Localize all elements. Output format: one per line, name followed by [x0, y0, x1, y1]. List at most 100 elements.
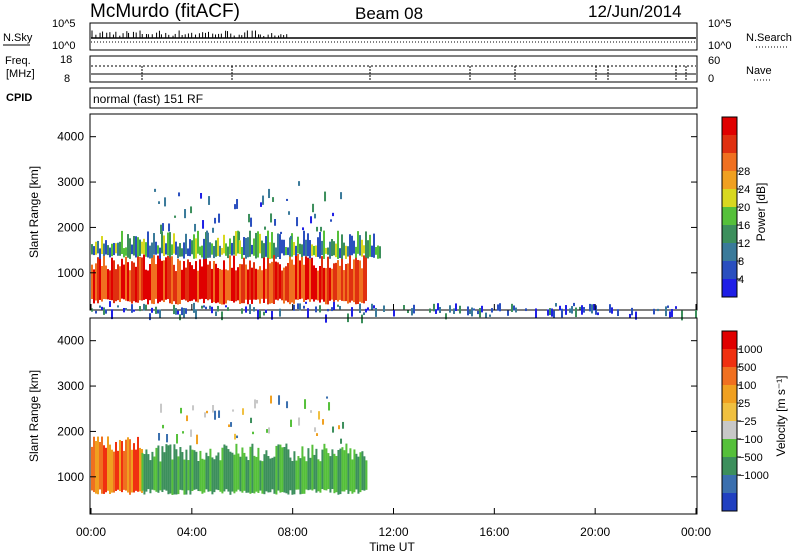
- data-cell: [469, 310, 471, 314]
- data-cell: [351, 307, 353, 317]
- data-cell: [317, 459, 320, 492]
- data-cell: [279, 234, 281, 259]
- data-cell: [237, 267, 239, 301]
- nave-tick-high: 60: [708, 55, 720, 67]
- power-y-axis: 1000 2000 3000 4000: [57, 130, 697, 280]
- data-cell: [155, 447, 158, 492]
- data-cell: [137, 253, 139, 303]
- data-cell: [273, 242, 275, 256]
- data-cell: [274, 219, 277, 226]
- data-cell: [189, 445, 192, 495]
- data-cell: [253, 307, 255, 312]
- data-cell: [367, 240, 369, 259]
- data-cell: [177, 246, 179, 259]
- data-cell: [233, 454, 236, 494]
- data-cell: [133, 309, 135, 312]
- data-cell: [209, 305, 211, 310]
- data-cell: [275, 247, 277, 259]
- data-cell: [371, 245, 373, 258]
- data-cell: [161, 260, 163, 301]
- data-cell: [254, 399, 257, 409]
- cpid-frame: [89, 87, 698, 109]
- data-cell: [347, 453, 350, 494]
- data-cell: [277, 444, 280, 491]
- nsky-label: N.Sky: [3, 32, 33, 44]
- data-cell: [105, 447, 107, 493]
- data-cell: [289, 237, 291, 257]
- power-colorbar: 4 8 12 16 20 24 28: [721, 116, 750, 298]
- data-cell: [357, 231, 359, 254]
- data-cell: [313, 245, 315, 256]
- data-cell: [99, 248, 101, 259]
- data-cell: [473, 308, 475, 311]
- data-cell: [95, 441, 97, 494]
- data-cell: [218, 213, 221, 223]
- data-cell: [133, 262, 135, 302]
- data-cell: [177, 456, 180, 495]
- data-cell: [151, 451, 154, 490]
- data-cell: [286, 401, 289, 409]
- data-cell: [309, 258, 311, 302]
- y-tick-label: 4000: [57, 334, 84, 348]
- data-cell: [186, 415, 189, 422]
- data-cell: [485, 312, 487, 318]
- colorbar-swatch: [722, 225, 737, 244]
- data-cell: [173, 264, 175, 302]
- data-cell: [259, 460, 262, 491]
- colorbar-swatch: [722, 117, 737, 136]
- freq-tick-low: 8: [64, 73, 70, 85]
- power-ylabel: Slant Range [km]: [27, 166, 41, 258]
- data-cell: [335, 455, 338, 493]
- data-cell: [217, 452, 220, 491]
- data-cell: [315, 245, 317, 257]
- data-cell: [339, 248, 341, 258]
- data-cell: [316, 433, 319, 437]
- data-cell: [561, 308, 563, 318]
- data-cell: [177, 310, 179, 315]
- data-cell: [175, 271, 177, 305]
- data-cell: [229, 238, 231, 255]
- data-cell: [303, 230, 305, 256]
- velocity-y-axis: 1000 2000 3000 4000: [57, 334, 697, 484]
- data-cell: [329, 241, 331, 259]
- data-cell: [173, 304, 175, 315]
- data-cell: [253, 262, 255, 300]
- data-cell: [193, 302, 195, 313]
- data-cell: [149, 245, 151, 259]
- data-cell: [631, 307, 633, 316]
- x-tick-label: 00:00: [76, 525, 106, 539]
- data-cell: [135, 236, 137, 258]
- data-cell: [121, 230, 123, 255]
- data-cell: [197, 230, 199, 254]
- data-cell: [205, 232, 207, 259]
- data-cell: [123, 450, 125, 490]
- data-cell: [325, 268, 327, 305]
- data-cell: [369, 234, 371, 257]
- data-cell: [267, 230, 269, 258]
- data-cell: [310, 410, 313, 413]
- data-cell: [291, 460, 294, 495]
- data-cell: [143, 454, 146, 495]
- data-cell: [155, 264, 157, 299]
- data-cell: [151, 253, 153, 304]
- data-cell: [135, 266, 137, 303]
- data-cell: [119, 241, 121, 256]
- data-cell: [123, 308, 125, 313]
- data-cell: [243, 257, 245, 304]
- data-cell: [579, 306, 581, 310]
- y-tick-label: 1000: [57, 266, 84, 280]
- data-cell: [299, 243, 301, 255]
- data-cell: [129, 270, 131, 302]
- data-cell: [111, 243, 113, 257]
- x-tick-label: 08:00: [278, 525, 308, 539]
- data-cell: [259, 233, 261, 254]
- data-cell: [303, 456, 306, 494]
- data-cell: [157, 255, 159, 304]
- data-cell: [290, 419, 293, 427]
- data-cell: [147, 270, 149, 305]
- data-cell: [297, 303, 299, 310]
- data-cell: [189, 239, 191, 257]
- data-cell: [260, 202, 263, 207]
- data-cell: [271, 310, 273, 320]
- data-cell: [653, 308, 655, 315]
